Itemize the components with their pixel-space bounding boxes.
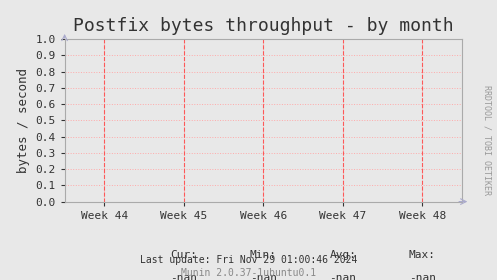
Text: Avg:: Avg:: [330, 250, 356, 260]
Text: -nan: -nan: [250, 273, 277, 280]
Text: Cur:: Cur:: [170, 250, 197, 260]
Text: -nan: -nan: [330, 273, 356, 280]
Text: Min:: Min:: [250, 250, 277, 260]
Text: Last update: Fri Nov 29 01:00:46 2024: Last update: Fri Nov 29 01:00:46 2024: [140, 255, 357, 265]
Text: RRDTOOL / TOBI OETIKER: RRDTOOL / TOBI OETIKER: [482, 85, 491, 195]
Y-axis label: bytes / second: bytes / second: [17, 68, 30, 173]
Text: Max:: Max:: [409, 250, 436, 260]
Title: Postfix bytes throughput - by month: Postfix bytes throughput - by month: [73, 17, 454, 35]
Text: Munin 2.0.37-1ubuntu0.1: Munin 2.0.37-1ubuntu0.1: [181, 268, 316, 278]
Text: -nan: -nan: [170, 273, 197, 280]
Text: -nan: -nan: [409, 273, 436, 280]
